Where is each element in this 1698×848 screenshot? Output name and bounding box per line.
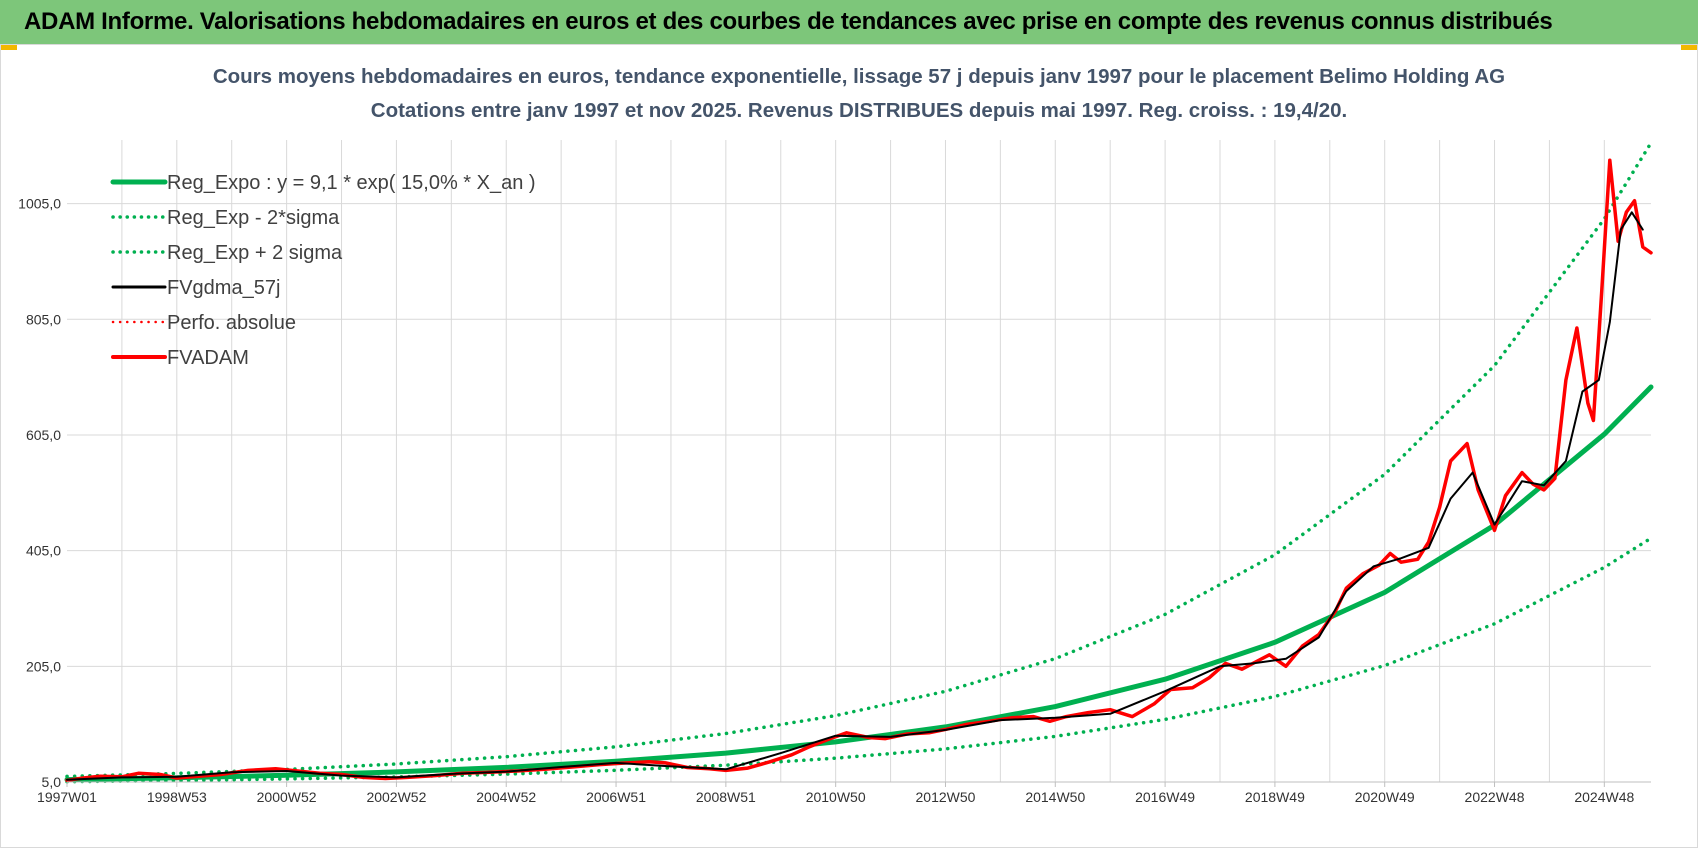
corner-mark-left	[1, 45, 17, 50]
y-tick-label: 1005,0	[18, 196, 61, 212]
axes: 5,0 205,0 405,0 605,0 805,0 1005,0 1997W01 1998…	[18, 196, 1651, 805]
y-tick-label: 605,0	[26, 427, 61, 443]
legend-item-label: Reg_Exp + 2 sigma	[167, 242, 343, 264]
legend-item-label: Perfo. absolue	[167, 312, 296, 334]
legend-item-label: Reg_Expo : y = 9,1 * exp( 15,0% * X_an )	[167, 172, 536, 194]
x-tick-label: 1998W53	[147, 789, 207, 805]
legend-item-label: FVgdma_57j	[167, 277, 280, 299]
x-tick-label: 2020W49	[1355, 789, 1415, 805]
x-tick-label: 2010W50	[806, 789, 866, 805]
corner-mark-right	[1681, 45, 1697, 50]
legend-item-label: Reg_Exp - 2*sigma	[167, 207, 340, 229]
x-tick-label: 2002W52	[366, 789, 426, 805]
chart-frame: 5,0 205,0 405,0 605,0 805,0 1005,0 1997W01 1998…	[0, 44, 1698, 848]
x-tick-label: 2018W49	[1245, 789, 1305, 805]
report-banner: ADAM Informe. Valorisations hebdomadaire…	[0, 0, 1698, 44]
report-title: ADAM Informe. Valorisations hebdomadaire…	[24, 8, 1553, 35]
x-tick-label: 2000W52	[257, 789, 317, 805]
series-line-reg-expo	[64, 384, 1654, 783]
x-tick-label: 2012W50	[916, 789, 976, 805]
grid	[67, 140, 1651, 783]
x-tick-label: 2008W51	[696, 789, 756, 805]
series-line-fvgdma-57j	[66, 211, 1644, 781]
series-layer	[64, 141, 1654, 784]
y-tick-label: 205,0	[26, 658, 61, 674]
x-tick-label: 2022W48	[1465, 789, 1525, 805]
y-tick-label: 405,0	[26, 543, 61, 559]
chart-title-line-1: Cours moyens hebdomadaires en euros, ten…	[213, 65, 1505, 88]
x-tick-label: 2004W52	[476, 789, 536, 805]
x-tick-label: 2014W50	[1025, 789, 1085, 805]
series-line-reg-exp-2-sigma	[65, 536, 1653, 784]
chart-title-line-2: Cotations entre janv 1997 et nov 2025. R…	[371, 99, 1347, 122]
chart-title: Cours moyens hebdomadaires en euros, ten…	[213, 65, 1505, 122]
x-tick-label: 2024W48	[1574, 789, 1634, 805]
legend-item-label: FVADAM	[167, 347, 249, 369]
chart: 5,0 205,0 405,0 605,0 805,0 1005,0 1997W01 1998…	[18, 65, 1654, 805]
x-tick-label: 2016W49	[1135, 789, 1195, 805]
series-line-reg-exp-2-sigma	[65, 141, 1653, 779]
y-tick-label: 5,0	[42, 774, 62, 790]
y-tick-label: 805,0	[26, 311, 61, 327]
x-tick-label: 2006W51	[586, 789, 646, 805]
legend[interactable]: Reg_Expo : y = 9,1 * exp( 15,0% * X_an )…	[110, 172, 536, 369]
x-tick-label: 1997W01	[37, 789, 97, 805]
